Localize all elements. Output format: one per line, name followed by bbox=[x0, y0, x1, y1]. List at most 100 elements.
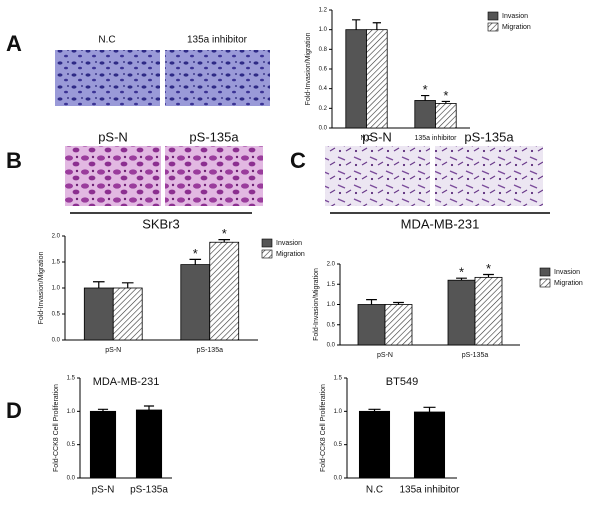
error-bar bbox=[421, 94, 430, 101]
significance: * bbox=[459, 265, 464, 280]
x-tick-label: pS-135a bbox=[197, 347, 224, 354]
significance: * bbox=[222, 226, 227, 241]
bar bbox=[358, 410, 391, 479]
panel-label: D bbox=[6, 398, 22, 423]
micrograph bbox=[165, 146, 263, 206]
y-tick-label: 1.5 bbox=[327, 282, 336, 288]
cell-line-label: SKBr3 bbox=[142, 216, 180, 231]
y-tick-label: 0.6 bbox=[319, 67, 328, 73]
bar bbox=[414, 100, 436, 129]
error-bar bbox=[483, 273, 494, 278]
bar bbox=[447, 279, 476, 346]
y-axis-label: Fold-CCK8 Cell Proliferation bbox=[53, 384, 60, 472]
error-bar bbox=[218, 239, 231, 243]
image-label: pS-135a bbox=[464, 129, 514, 144]
y-tick-label: 0.0 bbox=[327, 343, 336, 349]
error-bar bbox=[121, 282, 134, 288]
legend-label: Migration bbox=[502, 24, 531, 31]
y-tick-label: 1.0 bbox=[319, 27, 328, 33]
bar bbox=[89, 410, 117, 479]
x-tick-label: pS-N bbox=[105, 347, 121, 354]
image-label: 135a inhibitor bbox=[187, 35, 248, 46]
legend-label: Invasion bbox=[502, 13, 528, 20]
x-tick-label: pS-135a bbox=[130, 485, 168, 496]
micrograph bbox=[435, 146, 543, 206]
y-axis-label: Fold-CCK8 Cell Proliferation bbox=[320, 384, 327, 472]
y-tick-label: 0.0 bbox=[67, 476, 76, 482]
panel-label: B bbox=[6, 148, 22, 173]
error-bar bbox=[441, 100, 450, 104]
y-tick-label: 1.0 bbox=[327, 302, 336, 308]
cell-line-label: MDA-MB-231 bbox=[401, 216, 480, 231]
significance: * bbox=[193, 246, 198, 261]
y-tick-label: 1.0 bbox=[334, 409, 343, 415]
chart-title: MDA-MB-231 bbox=[93, 376, 160, 388]
x-tick-label: pS-N bbox=[92, 485, 115, 496]
micrograph bbox=[165, 50, 270, 106]
micrograph bbox=[65, 146, 161, 206]
y-tick-label: 0.5 bbox=[334, 442, 343, 448]
significance: * bbox=[486, 261, 491, 276]
bar bbox=[83, 287, 114, 341]
y-tick-label: 2.0 bbox=[52, 234, 61, 240]
y-axis-label: Fold-Invasion/Migration bbox=[305, 33, 312, 106]
image-label: pS-N bbox=[98, 129, 128, 144]
image-label: pS-135a bbox=[189, 129, 239, 144]
panel-label: C bbox=[290, 148, 306, 173]
chart-title: BT549 bbox=[386, 376, 418, 388]
y-tick-label: 1.0 bbox=[52, 286, 61, 292]
error-bar bbox=[97, 408, 109, 412]
y-tick-label: 1.2 bbox=[319, 8, 328, 14]
error-bar bbox=[368, 408, 381, 412]
y-tick-label: 0.0 bbox=[52, 338, 61, 344]
bar bbox=[357, 304, 386, 346]
x-tick-label: 135a inhibitor bbox=[399, 485, 460, 496]
error-bar bbox=[189, 258, 202, 265]
error-bar bbox=[456, 277, 467, 281]
micrograph bbox=[325, 146, 430, 206]
error-bar bbox=[352, 19, 361, 30]
x-tick-label: N.C bbox=[366, 485, 383, 496]
image-label: pS-N bbox=[362, 129, 392, 144]
x-tick-label: pS-135a bbox=[462, 352, 489, 359]
image-label: N.C bbox=[98, 35, 115, 46]
y-tick-label: 0.2 bbox=[319, 106, 328, 112]
y-tick-label: 0.4 bbox=[319, 86, 328, 92]
significance: * bbox=[423, 82, 428, 97]
x-tick-label: 135a inhibitor bbox=[414, 135, 457, 142]
y-tick-label: 1.0 bbox=[67, 409, 76, 415]
error-bar bbox=[92, 281, 105, 288]
x-tick-label: pS-N bbox=[377, 352, 393, 359]
y-tick-label: 0.0 bbox=[334, 476, 343, 482]
x-tick-label: N.C bbox=[360, 135, 372, 142]
bar bbox=[366, 29, 388, 129]
y-tick-label: 1.5 bbox=[334, 376, 343, 382]
bar bbox=[112, 287, 143, 341]
y-tick-label: 1.5 bbox=[67, 376, 76, 382]
y-tick-label: 1.5 bbox=[52, 260, 61, 266]
legend-swatch bbox=[261, 249, 273, 259]
bar bbox=[180, 264, 211, 341]
y-axis-label: Fold-Invasion/Migration bbox=[38, 252, 45, 325]
y-tick-label: 0.8 bbox=[319, 47, 328, 53]
y-axis-label: Fold-Invasion/Migration bbox=[313, 268, 320, 341]
y-tick-label: 0.5 bbox=[52, 312, 61, 318]
error-bar bbox=[366, 299, 377, 305]
micrograph bbox=[55, 50, 160, 106]
error-bar bbox=[393, 301, 404, 305]
bar bbox=[384, 304, 413, 346]
bar bbox=[135, 409, 163, 479]
panel-label: A bbox=[6, 31, 22, 56]
legend-swatch bbox=[487, 11, 499, 21]
error-bar bbox=[372, 22, 381, 30]
y-tick-label: 0.5 bbox=[327, 322, 336, 328]
legend-swatch bbox=[539, 267, 551, 277]
significance: * bbox=[443, 88, 448, 103]
y-tick-label: 0.0 bbox=[319, 126, 328, 132]
legend-swatch bbox=[487, 22, 499, 32]
legend-label: Migration bbox=[554, 280, 583, 287]
y-tick-label: 2.0 bbox=[327, 262, 336, 268]
legend-label: Migration bbox=[276, 251, 305, 258]
error-bar bbox=[423, 406, 436, 412]
